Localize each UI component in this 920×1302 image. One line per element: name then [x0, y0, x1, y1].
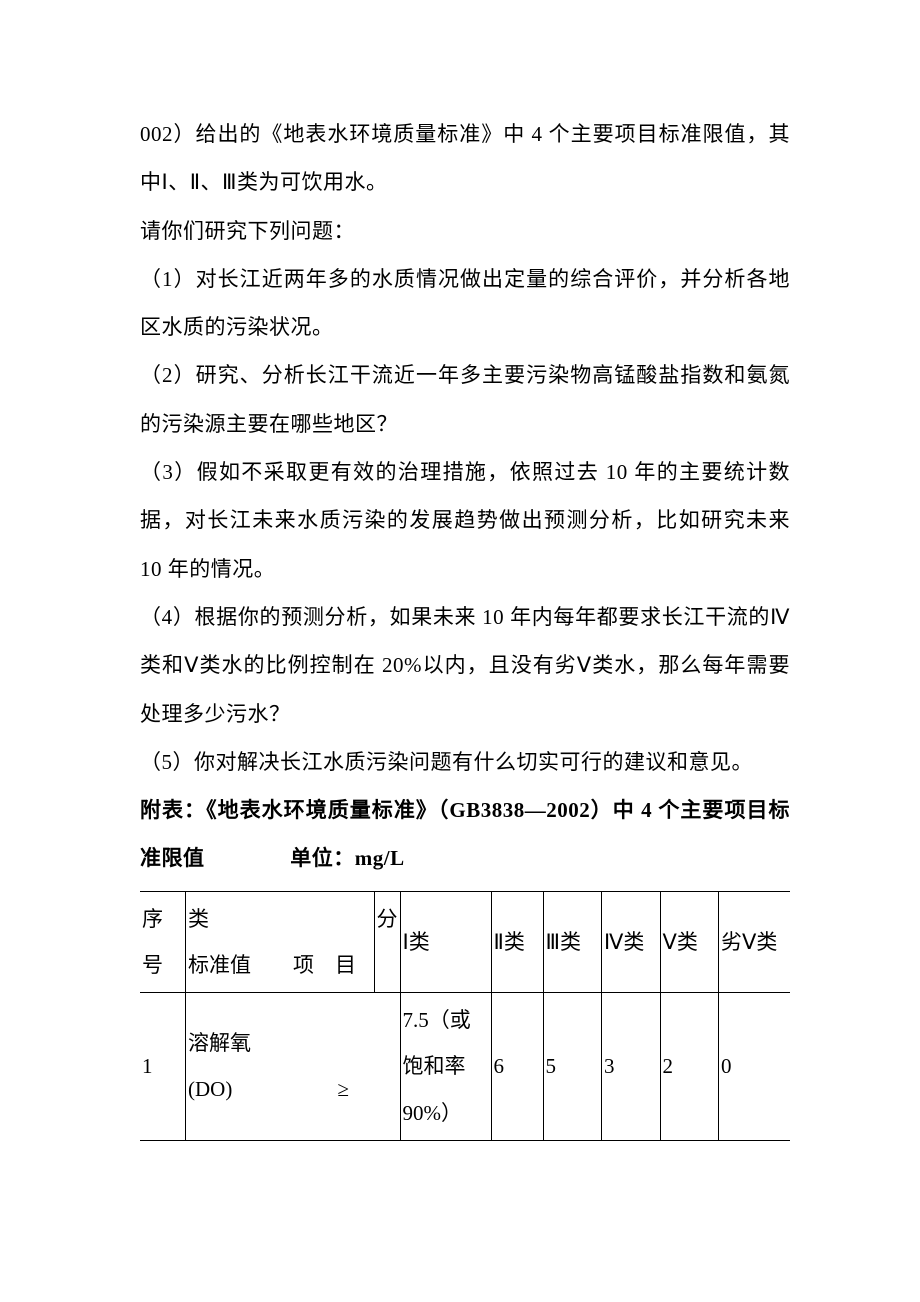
paragraph-q2: （2）研究、分析长江干流近一年多主要污染物高锰酸盐指数和氨氮的污染源主要在哪些地… — [140, 351, 790, 448]
document-page: 002）给出的《地表水环境质量标准》中 4 个主要项目标准限值，其中Ⅰ、Ⅱ、Ⅲ类… — [0, 0, 920, 1302]
cell-seq: 1 — [140, 993, 186, 1141]
table-caption-title: 附表：《地表水环境质量标准》（GB3838—2002）中 4 个主要项目标准限值 — [140, 798, 790, 870]
standards-table: 序号 类 标准值 项 目 分 Ⅰ类 Ⅱ类 Ⅲ类 Ⅳ类 Ⅴ类 劣Ⅴ类 1 溶解氧 … — [140, 891, 790, 1141]
header-seq: 序号 — [140, 891, 186, 992]
header-item-line2: 标准值 项 目 — [188, 942, 372, 988]
cell-c6: 0 — [719, 993, 791, 1141]
cell-c3: 5 — [543, 993, 602, 1141]
header-class-2: Ⅱ类 — [491, 891, 543, 992]
header-class-3: Ⅲ类 — [543, 891, 602, 992]
cell-c4: 3 — [602, 993, 661, 1141]
cell-item: 溶解氧 (DO) ≥ — [186, 993, 401, 1141]
paragraph-q1: （1）对长江近两年多的水质情况做出定量的综合评价，并分析各地区水质的污染状况。 — [140, 255, 790, 352]
table-row: 1 溶解氧 (DO) ≥ 7.5（或饱和率90%） 6 5 3 2 0 — [140, 993, 790, 1141]
header-class-5: Ⅴ类 — [660, 891, 719, 992]
table-header-row: 序号 类 标准值 项 目 分 Ⅰ类 Ⅱ类 Ⅲ类 Ⅳ类 Ⅴ类 劣Ⅴ类 — [140, 891, 790, 992]
paragraph-q3: （3）假如不采取更有效的治理措施，依照过去 10 年的主要统计数据，对长江未来水… — [140, 448, 790, 593]
header-class-marker: 分 — [374, 891, 400, 992]
cell-c1: 7.5（或饱和率90%） — [400, 993, 491, 1141]
paragraph-intro-continued: 002）给出的《地表水环境质量标准》中 4 个主要项目标准限值，其中Ⅰ、Ⅱ、Ⅲ类… — [140, 110, 790, 207]
paragraph-prompt: 请你们研究下列问题： — [140, 207, 790, 255]
table-caption: 附表：《地表水环境质量标准》（GB3838—2002）中 4 个主要项目标准限值… — [140, 786, 790, 883]
paragraph-q5: （5）你对解决长江水质污染问题有什么切实可行的建议和意见。 — [140, 738, 790, 786]
table-caption-unit: 单位：mg/L — [290, 846, 404, 870]
cell-c2: 6 — [491, 993, 543, 1141]
header-item: 类 标准值 项 目 — [186, 891, 375, 992]
header-item-line1: 类 — [188, 896, 372, 942]
header-class-6: 劣Ⅴ类 — [719, 891, 791, 992]
paragraph-q4: （4）根据你的预测分析，如果未来 10 年内每年都要求长江干流的Ⅳ类和Ⅴ类水的比… — [140, 593, 790, 738]
header-class-4: Ⅳ类 — [602, 891, 661, 992]
header-class-1: Ⅰ类 — [400, 891, 491, 992]
cell-c5: 2 — [660, 993, 719, 1141]
